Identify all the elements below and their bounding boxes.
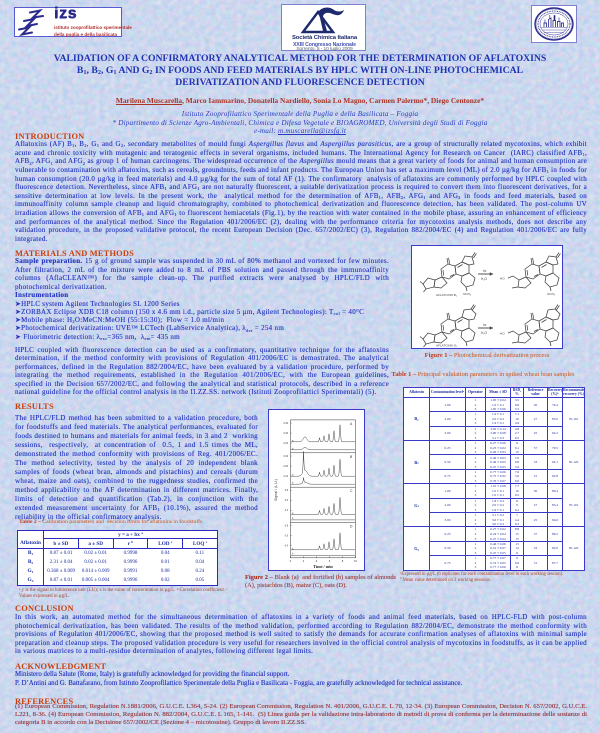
svg-text:AFLATOXIN G₁: AFLATOXIN G₁ bbox=[436, 344, 457, 348]
svg-text:OCH₃: OCH₃ bbox=[463, 292, 472, 296]
svg-text:0.20: 0.20 bbox=[284, 466, 289, 468]
svg-text:0.8: 0.8 bbox=[285, 490, 289, 492]
svg-text:8: 8 bbox=[342, 559, 344, 563]
svg-text:0.6: 0.6 bbox=[285, 500, 289, 502]
svg-text:0.6: 0.6 bbox=[285, 535, 289, 537]
svg-text:4: 4 bbox=[316, 559, 318, 563]
svg-text:HO: HO bbox=[500, 332, 505, 336]
svg-text:OCH₃: OCH₃ bbox=[547, 347, 556, 348]
svg-text:a: a bbox=[292, 547, 294, 550]
svg-text:0.40: 0.40 bbox=[284, 423, 289, 425]
svg-text:hv: hv bbox=[483, 269, 487, 273]
svg-text:b: b bbox=[292, 482, 294, 485]
svg-text:OCH₃: OCH₃ bbox=[463, 347, 472, 348]
svg-text:Time / min: Time / min bbox=[313, 564, 333, 569]
svg-text:0.4: 0.4 bbox=[285, 510, 289, 512]
svg-text:0.4: 0.4 bbox=[285, 545, 289, 547]
svg-text:0.30: 0.30 bbox=[284, 433, 289, 435]
svg-text:OCH₃: OCH₃ bbox=[547, 292, 556, 296]
svg-text:0.10: 0.10 bbox=[284, 476, 289, 478]
svg-text:0.8: 0.8 bbox=[285, 525, 289, 527]
svg-text:0.20: 0.20 bbox=[284, 443, 289, 445]
svg-text:b: b bbox=[292, 447, 294, 450]
svg-text:a: a bbox=[292, 512, 294, 515]
svg-text:b: b bbox=[292, 552, 294, 555]
svg-text:A: A bbox=[350, 422, 353, 426]
svg-text:B: B bbox=[350, 455, 353, 459]
svg-text:0.30: 0.30 bbox=[284, 456, 289, 458]
svg-text:a: a bbox=[292, 474, 294, 477]
svg-text:D: D bbox=[350, 524, 353, 528]
svg-text:H₂O: H₂O bbox=[481, 277, 488, 281]
svg-text:0: 0 bbox=[290, 559, 292, 563]
svg-text:a: a bbox=[292, 439, 294, 442]
svg-text:6: 6 bbox=[329, 559, 331, 563]
svg-text:HO: HO bbox=[500, 277, 505, 281]
svg-text:10: 10 bbox=[354, 559, 357, 563]
svg-text:b: b bbox=[292, 517, 294, 520]
svg-text:Signal / (L.U.): Signal / (L.U.) bbox=[274, 479, 278, 501]
svg-text:C: C bbox=[350, 489, 353, 493]
svg-text:2: 2 bbox=[303, 559, 305, 563]
svg-text:AFLATOXIN B₁: AFLATOXIN B₁ bbox=[436, 293, 457, 297]
svg-text:H₂O: H₂O bbox=[481, 331, 488, 335]
svg-text:hv: hv bbox=[483, 323, 487, 327]
